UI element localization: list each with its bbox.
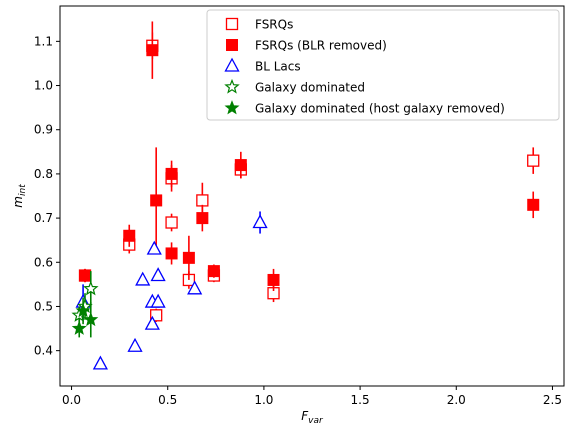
- series-star-filled: [71, 297, 99, 338]
- x-tick-label: 2.0: [447, 393, 466, 407]
- y-tick-label: 0.4: [34, 344, 53, 358]
- data-point: [165, 167, 178, 180]
- y-axis-label: mint: [11, 184, 28, 208]
- data-point: [182, 251, 195, 264]
- series-square-filled: [79, 21, 540, 291]
- legend-label: Galaxy dominated: [255, 81, 365, 95]
- data-point: [127, 337, 143, 352]
- data-point: [123, 229, 136, 242]
- data-point: [150, 293, 166, 308]
- x-tick-label: 0.5: [158, 393, 177, 407]
- y-tick-label: 0.9: [34, 123, 53, 137]
- x-axis-label: Fvar: [301, 409, 324, 426]
- y-tick-label: 0.7: [34, 211, 53, 225]
- legend-label: FSRQs (BLR removed): [255, 39, 387, 53]
- data-point: [146, 44, 159, 57]
- legend-label: BL Lacs: [255, 60, 301, 74]
- data-point: [150, 194, 163, 207]
- data-point: [187, 280, 203, 295]
- data-point: [83, 280, 99, 296]
- data-point: [527, 198, 540, 211]
- x-tick-label: 2.5: [543, 393, 562, 407]
- data-point: [165, 247, 178, 260]
- legend-label: FSRQs: [255, 18, 293, 32]
- data-point: [527, 154, 540, 167]
- data-marks: [71, 21, 540, 370]
- data-point: [150, 267, 166, 282]
- data-point: [252, 214, 268, 229]
- legend-box: [206, 9, 560, 121]
- data-point: [71, 320, 87, 335]
- legend-marker: [226, 39, 238, 51]
- data-point: [234, 159, 247, 172]
- x-tick-label: 1.0: [254, 393, 273, 407]
- y-tick-label: 1.1: [34, 34, 53, 48]
- data-point: [165, 216, 178, 229]
- legend-label: Galaxy dominated (host galaxy removed): [255, 102, 505, 116]
- data-point: [75, 302, 91, 318]
- x-tick-label: 1.5: [351, 393, 370, 407]
- data-point: [144, 315, 160, 330]
- data-point: [135, 271, 151, 286]
- data-point: [150, 309, 163, 322]
- data-point: [92, 355, 108, 370]
- data-point: [79, 269, 92, 282]
- y-tick-label: 0.6: [34, 255, 53, 269]
- data-point: [196, 194, 209, 207]
- legend-marker: [224, 100, 240, 115]
- y-tick-label: 0.5: [34, 299, 53, 313]
- y-tick-label: 1.0: [34, 79, 53, 93]
- legend-marker: [224, 78, 240, 94]
- legend: FSRQs FSRQs (BLR removed) BL Lacs Galaxy do…: [206, 9, 560, 121]
- y-axis: 0.4 0.5 0.6 0.7 0.8 0.9 1.0 1.1: [34, 34, 60, 358]
- data-point: [146, 240, 162, 255]
- legend-marker: [224, 57, 240, 72]
- y-tick-label: 0.8: [34, 167, 53, 181]
- data-point: [207, 265, 220, 278]
- data-point: [196, 212, 209, 225]
- y-axis-label-subscript: int: [18, 184, 28, 196]
- data-point: [83, 311, 99, 327]
- legend-marker: [225, 17, 239, 31]
- x-axis: 0.0 0.5 1.0 1.5 2.0 2.5: [62, 386, 562, 407]
- data-point: [267, 273, 280, 286]
- x-tick-label: 0.0: [62, 393, 81, 407]
- x-axis-label-subscript: var: [308, 416, 324, 426]
